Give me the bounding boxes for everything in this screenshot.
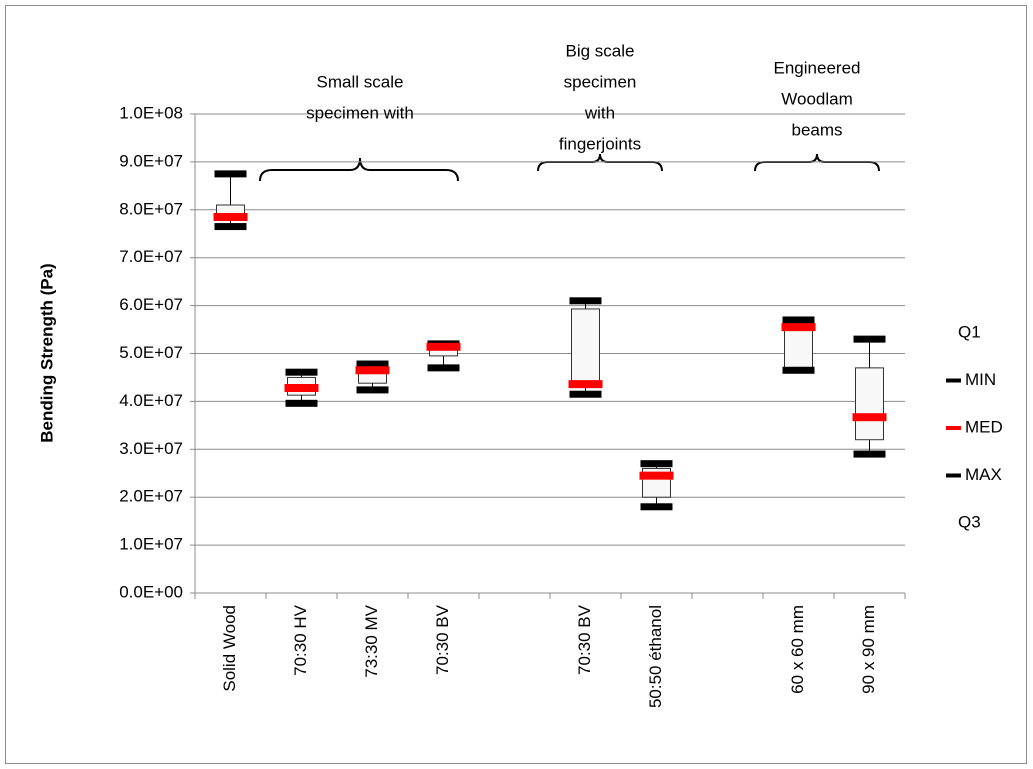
y-tick-label: 1.0E+08 xyxy=(119,103,183,122)
x-tick-label: 90 x 90 mm xyxy=(859,605,878,694)
legend-label: MED xyxy=(965,417,1003,436)
y-tick-label: 7.0E+07 xyxy=(119,247,183,266)
y-tick-label: 5.0E+07 xyxy=(119,343,183,362)
annotation: beams xyxy=(791,120,842,139)
x-tick-label: 60 x 60 mm xyxy=(788,605,807,694)
legend-label: Q1 xyxy=(958,322,981,341)
x-tick-label: 70:30 BV xyxy=(433,604,452,675)
annotation: Big scale xyxy=(566,41,635,60)
median-bar xyxy=(852,413,887,422)
annotation: with xyxy=(584,103,615,122)
min-bar xyxy=(285,399,318,407)
group-brace xyxy=(537,153,663,172)
min-bar xyxy=(427,364,460,372)
y-tick-label: 6.0E+07 xyxy=(119,295,183,314)
max-bar xyxy=(214,170,247,178)
min-bar xyxy=(569,390,602,398)
max-bar xyxy=(782,316,815,324)
legend-label: Q3 xyxy=(958,512,981,531)
min-bar xyxy=(853,450,886,458)
max-bar xyxy=(853,335,886,343)
annotation: fingerjoints xyxy=(559,134,641,153)
x-tick-label: 50:50 éthanol xyxy=(646,605,665,708)
legend-swatch xyxy=(946,426,961,430)
median-bar xyxy=(639,471,674,480)
x-tick-label: 70:30 BV xyxy=(575,604,594,675)
x-tick-label: 70:30 HV xyxy=(291,604,310,676)
median-bar xyxy=(213,212,248,221)
median-bar xyxy=(426,342,461,351)
y-tick-label: 2.0E+07 xyxy=(119,487,183,506)
y-tick-label: 8.0E+07 xyxy=(119,199,183,218)
annotation: Woodlam xyxy=(781,89,853,108)
max-bar xyxy=(569,297,602,305)
min-bar xyxy=(782,366,815,374)
y-tick-label: 4.0E+07 xyxy=(119,391,183,410)
annotation: Engineered xyxy=(774,58,861,77)
y-tick-label: 9.0E+07 xyxy=(119,151,183,170)
x-tick-label: Solid Wood xyxy=(220,605,239,692)
x-tick-label: 73:30 MV xyxy=(362,604,381,677)
group-brace xyxy=(259,157,459,182)
legend-swatch xyxy=(946,473,961,478)
median-bar xyxy=(284,383,319,392)
min-bar xyxy=(640,503,673,511)
median-bar xyxy=(781,323,816,332)
legend-label: MIN xyxy=(965,370,996,389)
median-bar xyxy=(355,366,390,375)
legend-label: MAX xyxy=(965,465,1002,484)
annotation: specimen xyxy=(564,72,637,91)
y-axis-title: Bending Strength (Pa) xyxy=(37,263,56,442)
max-bar xyxy=(285,368,318,376)
min-bar xyxy=(214,223,247,231)
min-bar xyxy=(356,386,389,394)
annotation: Small scale xyxy=(317,72,404,91)
max-bar xyxy=(356,360,389,368)
y-tick-label: 1.0E+07 xyxy=(119,535,183,554)
legend-swatch xyxy=(946,378,961,383)
max-bar xyxy=(640,460,673,468)
group-brace xyxy=(754,153,880,172)
box xyxy=(571,308,600,387)
y-tick-label: 0.0E+00 xyxy=(119,582,183,601)
annotation: specimen with xyxy=(306,103,414,122)
box xyxy=(855,367,884,441)
median-bar xyxy=(568,380,603,389)
y-tick-label: 3.0E+07 xyxy=(119,439,183,458)
box xyxy=(784,324,813,369)
